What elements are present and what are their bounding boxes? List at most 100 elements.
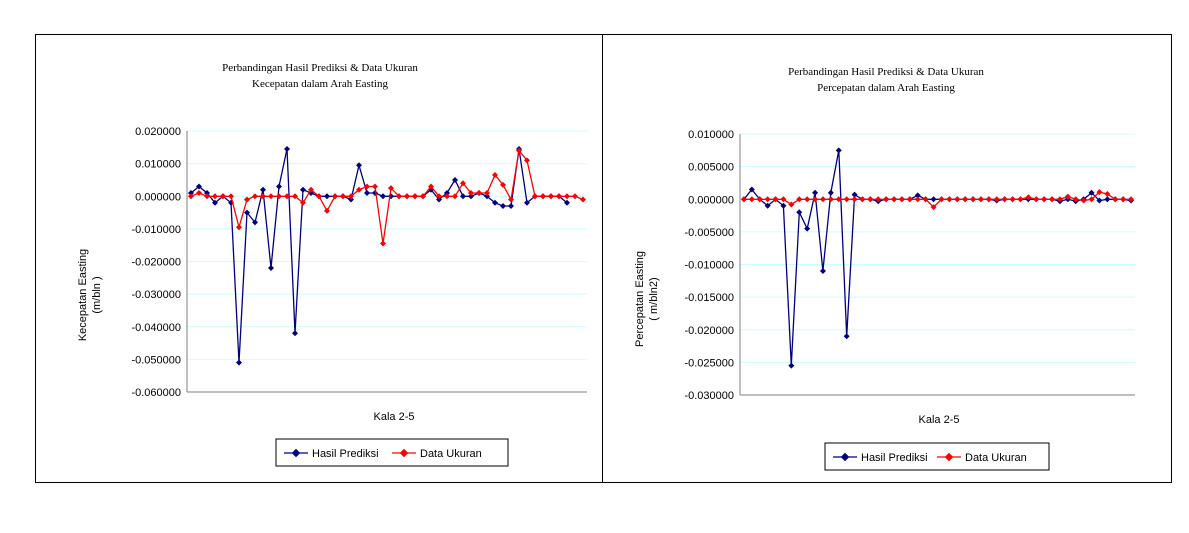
data-point-prediction <box>748 186 755 193</box>
data-point-prediction <box>500 203 506 210</box>
data-point-prediction <box>930 196 937 203</box>
data-point-measured <box>252 193 258 200</box>
data-point-measured <box>196 189 202 196</box>
data-point-measured <box>867 196 874 203</box>
y-tick-label: 0.005000 <box>688 162 734 174</box>
data-point-measured <box>580 196 586 203</box>
data-point-prediction <box>364 189 370 196</box>
data-point-measured <box>516 147 522 154</box>
data-point-prediction <box>292 330 298 337</box>
data-point-prediction <box>564 199 570 206</box>
data-point-prediction <box>444 189 450 196</box>
data-point-prediction <box>796 209 803 216</box>
y-tick-label: -0.060000 <box>131 387 181 399</box>
data-point-prediction <box>835 147 842 154</box>
data-point-prediction <box>196 183 202 190</box>
y-tick-label: -0.020000 <box>684 325 734 337</box>
data-point-measured <box>420 193 426 200</box>
data-point-measured <box>444 193 450 200</box>
y-axis-label: Percepatan Easting <box>634 251 646 347</box>
data-point-measured <box>292 193 298 200</box>
y-tick-label: 0.010000 <box>688 129 734 141</box>
data-point-measured <box>1088 196 1095 203</box>
data-point-measured <box>508 196 514 203</box>
plot-area: 0.010000 0.005000 0.000000 -0.005000 -0.0100… <box>684 129 1135 402</box>
y-tick-label: -0.020000 <box>131 257 181 269</box>
data-point-measured <box>804 196 811 203</box>
data-point-measured <box>356 186 362 193</box>
data-point-measured <box>1049 196 1056 203</box>
data-point-prediction <box>914 192 921 199</box>
series-line-prediction <box>743 150 1132 366</box>
data-point-measured <box>1033 196 1040 203</box>
data-point-measured <box>452 193 458 200</box>
data-point-prediction <box>436 196 442 203</box>
chart-subtitle: Kecepatan dalam Arah Easting <box>252 78 388 90</box>
data-point-measured <box>460 180 466 187</box>
data-point-prediction <box>492 199 498 206</box>
plot-area: 0.020000 0.010000 0.000000 -0.010000 -0.0200… <box>131 126 587 399</box>
data-point-measured <box>332 193 338 200</box>
data-point-measured <box>404 193 410 200</box>
data-point-measured <box>540 193 546 200</box>
y-tick-label: -0.025000 <box>684 357 734 369</box>
y-tick-label: -0.010000 <box>684 260 734 272</box>
x-axis-label: Kala 2-5 <box>374 411 415 423</box>
data-point-measured <box>946 196 953 203</box>
data-point-prediction <box>484 193 490 200</box>
data-point-measured <box>300 199 306 206</box>
data-point-prediction <box>452 176 458 183</box>
y-axis-unit: ( m/bln2) <box>648 277 660 320</box>
data-point-prediction <box>252 219 258 226</box>
data-point-prediction <box>804 225 811 232</box>
data-point-measured <box>340 193 346 200</box>
y-tick-label: 0.020000 <box>135 126 181 138</box>
data-point-measured <box>188 193 194 200</box>
data-point-measured <box>500 181 506 188</box>
data-point-prediction <box>300 186 306 193</box>
data-point-measured <box>532 193 538 200</box>
chart-svg-velocity: Perbandingan Hasil Prediksi & Data Ukura… <box>77 62 587 467</box>
data-point-prediction <box>1104 196 1111 203</box>
data-point-measured <box>930 204 937 211</box>
data-point-measured <box>875 196 882 203</box>
data-point-prediction <box>1096 197 1103 204</box>
legend-label-prediction: Hasil Prediksi <box>312 448 379 460</box>
data-point-measured <box>204 193 210 200</box>
chart-title: Perbandingan Hasil Prediksi & Data Ukura… <box>788 66 984 78</box>
legend-marker-measured <box>399 448 409 458</box>
data-point-measured <box>1112 196 1119 203</box>
data-point-measured <box>851 196 858 203</box>
data-point-measured <box>796 196 803 203</box>
legend-marker-measured <box>944 452 954 462</box>
legend-label-prediction: Hasil Prediksi <box>861 452 928 464</box>
data-point-measured <box>1096 189 1103 196</box>
data-point-measured <box>780 196 787 203</box>
data-point-measured <box>564 193 570 200</box>
legend-marker-prediction <box>291 448 301 458</box>
y-tick-label: -0.040000 <box>131 322 181 334</box>
data-point-measured <box>788 201 795 208</box>
data-point-prediction <box>324 193 330 200</box>
y-tick-label: -0.005000 <box>684 227 734 239</box>
y-tick-label: -0.030000 <box>131 289 181 301</box>
y-tick-label: 0.000000 <box>688 194 734 206</box>
data-point-measured <box>748 196 755 203</box>
data-point-measured <box>1017 196 1024 203</box>
data-point-prediction <box>212 199 218 206</box>
series-line-prediction <box>190 148 568 363</box>
data-point-prediction <box>1088 189 1095 196</box>
data-point-prediction <box>843 333 850 340</box>
data-point-prediction <box>260 186 266 193</box>
data-point-prediction <box>276 183 282 190</box>
data-point-measured <box>228 193 234 200</box>
y-tick-label: -0.030000 <box>684 390 734 402</box>
data-point-measured <box>492 172 498 179</box>
data-point-measured <box>914 196 921 203</box>
data-point-measured <box>962 196 969 203</box>
data-point-measured <box>396 193 402 200</box>
data-point-measured <box>1120 196 1127 203</box>
data-point-measured <box>922 196 929 203</box>
chart-svg-acceleration: Perbandingan Hasil Prediksi & Data Ukura… <box>634 66 1135 471</box>
legend-label-measured: Data Ukuran <box>420 448 482 460</box>
